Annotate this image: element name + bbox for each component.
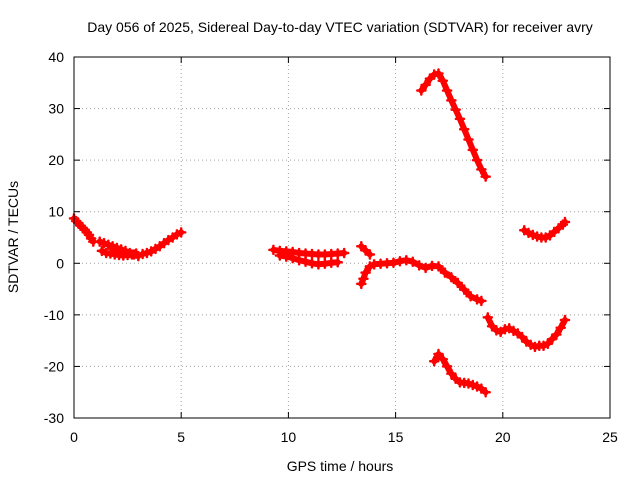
data-point (450, 104, 461, 115)
chart-title: Day 056 of 2025, Sidereal Day-to-day VTE… (87, 19, 593, 35)
data-point (413, 260, 425, 271)
series-trace (418, 70, 489, 180)
data-point (428, 356, 440, 367)
data-point (480, 386, 491, 398)
series-arc11 (428, 348, 491, 398)
y-tick-label: -20 (44, 358, 64, 374)
data-point (293, 254, 305, 266)
data-point (358, 273, 369, 285)
axis-ticks: 0 5 10 15 20 25 -30 -20 -10 0 10 20 30 40 (44, 49, 618, 445)
data-point (476, 295, 487, 307)
data-point (476, 164, 487, 175)
data-point (439, 267, 451, 278)
series-arc8 (356, 254, 487, 307)
data-point (416, 85, 427, 96)
data-point (364, 249, 376, 260)
data-point (546, 333, 558, 345)
y-tick-label: -10 (44, 307, 64, 323)
data-point (300, 256, 311, 267)
data-point (486, 320, 498, 332)
data-marks (68, 68, 571, 398)
data-point (542, 338, 554, 349)
x-tick-label: 20 (495, 429, 511, 445)
x-tick-label: 10 (281, 429, 297, 445)
data-point (356, 241, 367, 252)
y-tick-label: 10 (48, 204, 64, 220)
data-point (441, 85, 453, 96)
data-point (516, 331, 528, 343)
y-tick-label: 30 (48, 101, 64, 117)
series-arc12 (518, 216, 571, 243)
data-point (433, 348, 444, 360)
data-point (437, 353, 449, 365)
data-point (388, 257, 399, 269)
x-tick-label: 25 (602, 429, 618, 445)
data-point (480, 171, 491, 182)
data-point (559, 314, 571, 326)
data-point (458, 284, 470, 295)
y-tick-label: 20 (48, 152, 64, 168)
data-point (287, 252, 298, 264)
data-point (441, 361, 453, 372)
data-point (555, 322, 566, 333)
data-point (458, 123, 470, 135)
data-point (407, 256, 419, 267)
x-axis-label: GPS time / hours (287, 458, 394, 474)
data-point (281, 251, 292, 262)
data-point (332, 257, 343, 268)
y-axis-label: SDTVAR / TECUs (5, 181, 21, 293)
series-arc10 (482, 312, 571, 353)
data-point (454, 113, 466, 125)
y-tick-label: 40 (48, 49, 64, 65)
data-point (467, 144, 479, 156)
data-point (465, 291, 476, 302)
data-point (356, 278, 367, 290)
data-point (482, 312, 494, 323)
series-arc6 (274, 250, 343, 270)
data-point (420, 79, 431, 91)
series-arc3 (96, 245, 142, 261)
x-tick-label: 15 (388, 429, 404, 445)
series-arc7 (356, 241, 376, 260)
series-arc9 (416, 68, 491, 182)
data-point (446, 271, 457, 283)
x-tick-label: 5 (177, 429, 185, 445)
data-point (452, 277, 464, 289)
data-point (463, 134, 474, 145)
data-point (551, 329, 562, 340)
data-point (424, 73, 436, 84)
y-tick-label: -30 (44, 410, 64, 426)
data-point (559, 216, 571, 228)
data-point (446, 95, 457, 106)
series-arc1 (68, 213, 99, 247)
plot-frame (73, 56, 611, 419)
series-arc4 (137, 227, 187, 260)
data-point (360, 245, 371, 256)
data-point (437, 75, 449, 86)
y-tick-label: 0 (56, 255, 64, 271)
data-point (446, 368, 457, 379)
data-point (433, 261, 444, 272)
data-point (175, 227, 187, 238)
data-point (471, 154, 483, 166)
x-tick-label: 0 (70, 429, 78, 445)
data-point (433, 68, 444, 79)
data-point (338, 247, 350, 259)
data-point (401, 254, 412, 266)
data-point (420, 262, 431, 274)
data-point (360, 267, 371, 278)
